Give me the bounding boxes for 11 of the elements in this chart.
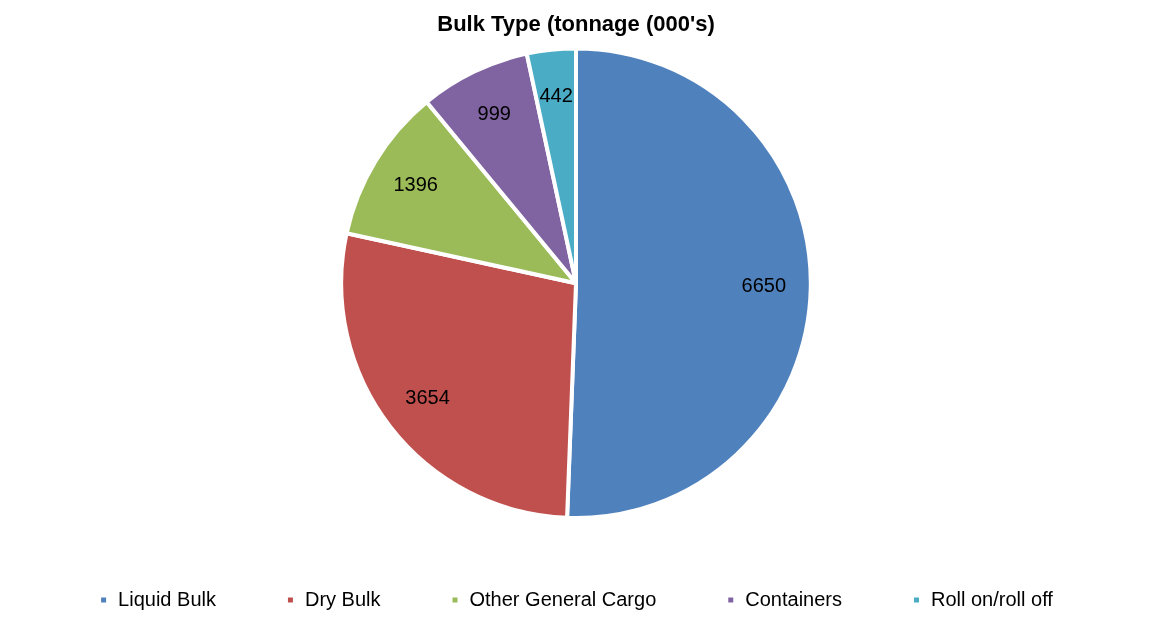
data-label: 1396	[393, 172, 438, 195]
data-label: 999	[477, 101, 511, 124]
data-label: 6650	[741, 274, 787, 297]
legend-label: Roll on/roll off	[930, 587, 1054, 610]
legend-label: Dry Bulk	[304, 587, 382, 610]
data-label: 442	[539, 83, 573, 106]
legend-label: Liquid Bulk	[118, 587, 217, 610]
data-label: 3654	[405, 385, 450, 408]
legend-label: Other General Cargo	[469, 587, 657, 610]
legend-label: Containers	[745, 587, 842, 610]
chart-title: Bulk Type (tonnage (000's)	[437, 11, 715, 37]
